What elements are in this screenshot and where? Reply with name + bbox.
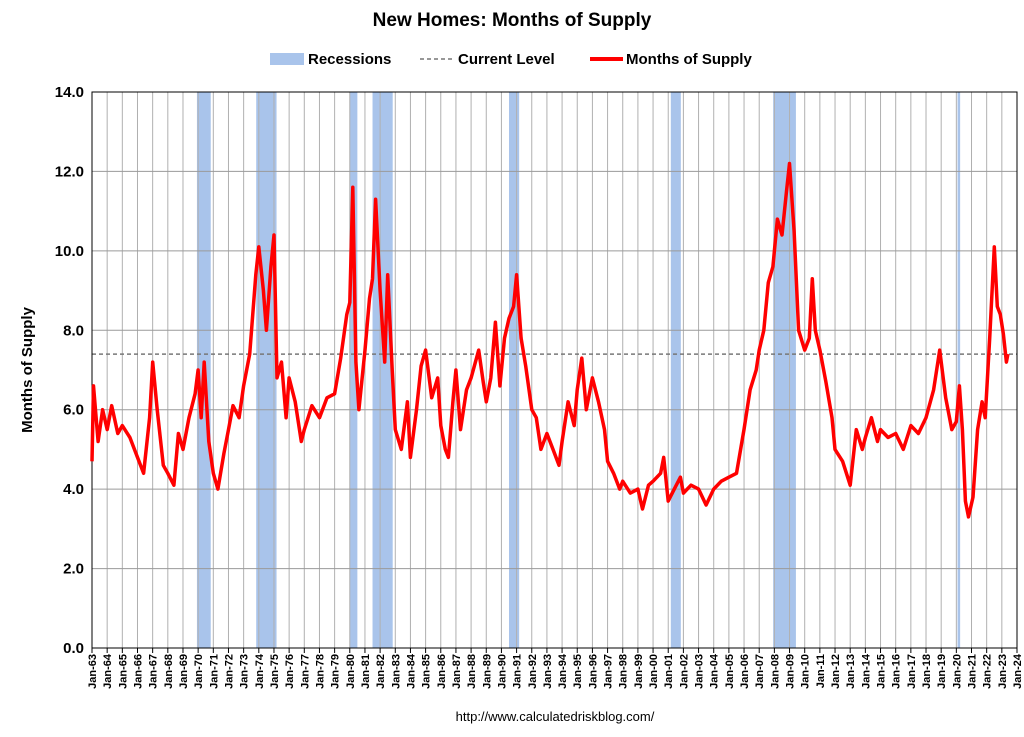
x-tick-label: Jan-14 xyxy=(860,653,872,689)
x-tick-label: Jan-70 xyxy=(193,654,205,689)
x-tick-label: Jan-95 xyxy=(572,654,584,689)
legend-swatch xyxy=(270,53,304,65)
x-tick-label: Jan-76 xyxy=(284,654,296,689)
y-tick-label: 6.0 xyxy=(63,402,84,419)
x-tick-label: Jan-11 xyxy=(815,654,827,688)
x-tick-label: Jan-87 xyxy=(451,654,463,689)
x-tick-label: Jan-02 xyxy=(678,654,690,689)
x-tick-label: Jan-00 xyxy=(648,654,660,689)
x-tick-label: Jan-83 xyxy=(390,654,402,689)
recession-band xyxy=(957,92,961,648)
x-tick-label: Jan-90 xyxy=(496,654,508,689)
x-tick-label: Jan-03 xyxy=(694,654,706,689)
series-line xyxy=(90,161,1010,519)
x-tick-label: Jan-10 xyxy=(800,654,812,689)
x-tick-label: Jan-68 xyxy=(163,654,175,689)
y-tick-label: 2.0 xyxy=(63,561,84,578)
x-tick-label: Jan-65 xyxy=(117,654,129,689)
x-tick-label: Jan-93 xyxy=(542,654,554,689)
chart-title: New Homes: Months of Supply xyxy=(373,10,652,31)
legend-label: Months of Supply xyxy=(626,51,752,68)
x-tick-label: Jan-74 xyxy=(254,653,266,689)
x-tick-label: Jan-04 xyxy=(709,653,721,689)
y-tick-label: 12.0 xyxy=(55,163,84,180)
x-tick-label: Jan-05 xyxy=(724,654,736,689)
x-tick-label: Jan-78 xyxy=(314,654,326,689)
x-tick-label: Jan-96 xyxy=(587,654,599,689)
x-tick-label: Jan-89 xyxy=(481,654,493,689)
x-tick-label: Jan-81 xyxy=(360,654,372,689)
x-tick-label: Jan-64 xyxy=(102,653,114,689)
x-tick-label: Jan-06 xyxy=(739,654,751,689)
x-tick-label: Jan-16 xyxy=(891,654,903,689)
plot-area: Jan-63 Jan-64 Jan-65 Jan-66 Jan-67 Jan-68 Jan-… xyxy=(55,84,1024,689)
x-tick-label: Jan-63 xyxy=(87,654,99,689)
x-tick-label: Jan-13 xyxy=(845,654,857,689)
x-tick-label: Jan-84 xyxy=(405,653,417,689)
plot-background xyxy=(92,92,1017,648)
legend: Recessions Current Level Months of Suppl… xyxy=(270,51,752,68)
x-tick-label: Jan-21 xyxy=(967,654,979,689)
x-tick-label: Jan-77 xyxy=(299,654,311,689)
y-axis-label: Months of Supply xyxy=(19,306,36,432)
x-tick-label: Jan-85 xyxy=(421,654,433,689)
recession-band xyxy=(256,92,277,648)
recession-band xyxy=(670,92,681,648)
legend-label: Current Level xyxy=(458,51,555,68)
x-tick-label: Jan-99 xyxy=(633,654,645,689)
y-tick-label: 10.0 xyxy=(55,243,84,260)
x-tick-label: Jan-73 xyxy=(239,654,251,689)
plot-border xyxy=(91,91,1018,649)
y-tick-label: 14.0 xyxy=(55,84,84,101)
y-tick-label: 0.0 xyxy=(63,640,84,657)
x-tick-label: Jan-22 xyxy=(982,654,994,689)
x-tick-label: Jan-97 xyxy=(603,654,615,689)
x-tick-label: Jan-92 xyxy=(527,654,539,689)
y-tick-label: 8.0 xyxy=(63,322,84,339)
x-tick-label: Jan-09 xyxy=(785,654,797,689)
recession-band xyxy=(509,92,520,648)
x-tick-label: Jan-17 xyxy=(906,654,918,689)
x-tick-label: Jan-15 xyxy=(876,654,888,689)
y-tick-label: 4.0 xyxy=(63,481,84,498)
source: http://www.calculatedriskblog.com/ xyxy=(456,709,655,724)
x-tick-label: Jan-20 xyxy=(951,654,963,689)
recession-band xyxy=(349,92,358,648)
x-tick-label: Jan-86 xyxy=(436,654,448,689)
x-tick-label: Jan-12 xyxy=(830,654,842,689)
recession-band xyxy=(773,92,796,648)
x-tick-label: Jan-94 xyxy=(557,653,569,689)
legend-label: Recessions xyxy=(308,51,391,68)
x-tick-label: Jan-66 xyxy=(132,654,144,689)
x-tick-label: Jan-07 xyxy=(754,654,766,689)
x-tick-label: Jan-75 xyxy=(269,654,281,689)
x-tick-label: Jan-80 xyxy=(345,654,357,689)
x-tick-label: Jan-18 xyxy=(921,654,933,689)
x-tick-label: Jan-08 xyxy=(769,654,781,689)
recession-band xyxy=(372,92,393,648)
x-tick-label: Jan-23 xyxy=(997,654,1009,689)
x-tick-label: Jan-69 xyxy=(178,654,190,689)
x-tick-label: Jan-24 xyxy=(1012,653,1024,689)
x-tick-label: Jan-98 xyxy=(618,654,630,689)
x-tick-label: Jan-91 xyxy=(512,654,524,689)
x-tick-label: Jan-88 xyxy=(466,654,478,689)
x-tick-label: Jan-19 xyxy=(936,654,948,689)
x-tick-label: Jan-71 xyxy=(208,654,220,689)
x-tick-label: Jan-72 xyxy=(223,654,235,689)
x-tick-label: Jan-01 xyxy=(663,654,675,689)
x-tick-label: Jan-67 xyxy=(148,654,160,689)
x-tick-label: Jan-82 xyxy=(375,654,387,689)
x-tick-label: Jan-79 xyxy=(330,654,342,689)
